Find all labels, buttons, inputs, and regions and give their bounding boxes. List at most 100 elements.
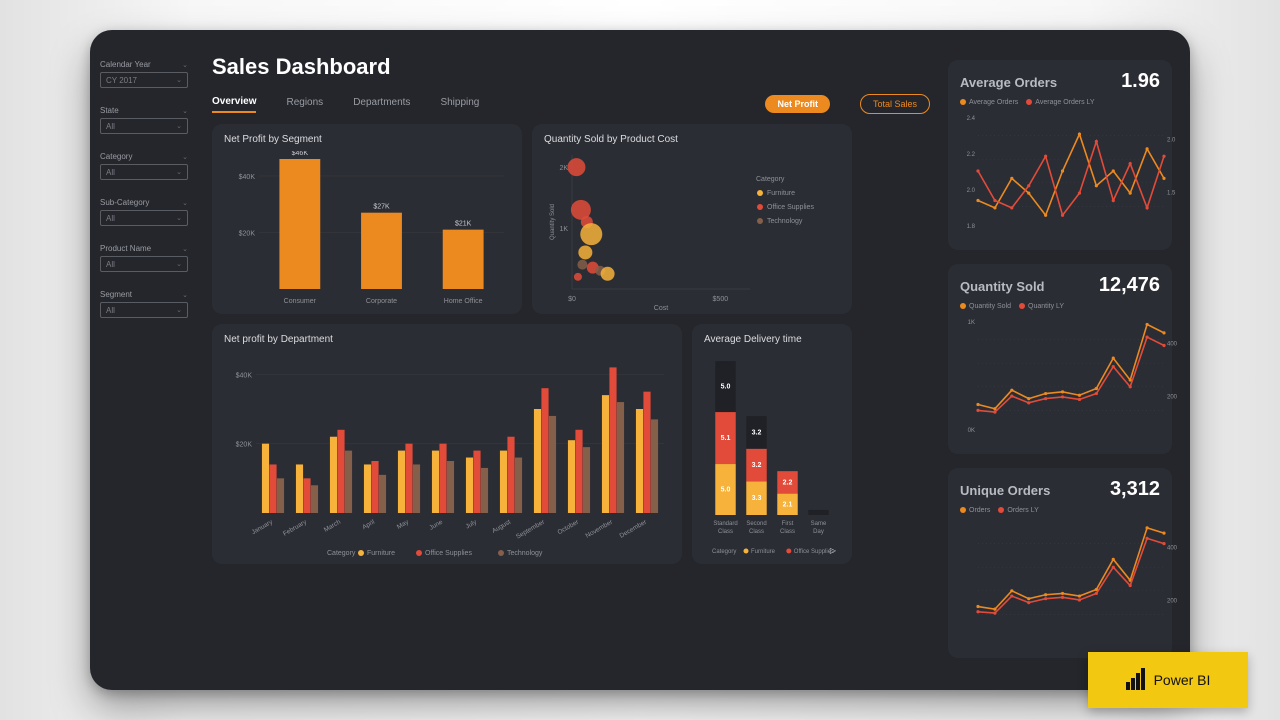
svg-text:August: August (491, 519, 512, 535)
card-net-profit-segment: Net Profit by Segment $20K$40K$46KConsum… (212, 124, 522, 314)
filter-dropdown[interactable]: CY 2017⌄ (100, 72, 188, 88)
svg-text:$20K: $20K (236, 442, 253, 449)
svg-text:January: January (250, 518, 274, 536)
svg-text:$27K: $27K (373, 204, 390, 211)
card-quantity-product-cost: Quantity Sold by Product Cost 1K 2K $0 $500… (532, 124, 852, 314)
stacked-bar-chart: 5.05.15.0StandardClass3.33.23.2SecondCla… (704, 351, 840, 559)
filter-label: Segment⌄ (100, 290, 188, 299)
svg-text:2.2: 2.2 (783, 479, 793, 486)
svg-text:200: 200 (1167, 395, 1178, 401)
kpi-title: Unique Orders (960, 483, 1050, 498)
tabs-row: Overview Regions Departments Shipping Net Pr… (212, 94, 930, 114)
svg-text:1K: 1K (559, 226, 568, 233)
filter-dropdown[interactable]: All⌄ (100, 302, 188, 318)
chevron-down-icon: ⌄ (182, 107, 188, 115)
chevron-down-icon: ⌄ (176, 260, 182, 268)
kpi-sparkline: 2.42.22.01.82.01.5 (960, 106, 1182, 236)
chevron-down-icon: ⌄ (182, 291, 188, 299)
filter-dropdown[interactable]: All⌄ (100, 256, 188, 272)
svg-text:Category: Category (712, 549, 736, 555)
svg-text:Day: Day (813, 529, 824, 535)
svg-text:400: 400 (1167, 342, 1178, 348)
svg-text:Quantity Sold: Quantity Sold (550, 204, 556, 240)
main-area: Sales Dashboard Overview Regions Departmen… (198, 30, 938, 690)
svg-text:400: 400 (1167, 546, 1178, 552)
svg-text:$20K: $20K (239, 230, 256, 237)
tab-overview[interactable]: Overview (212, 96, 256, 113)
chevron-down-icon: ⌄ (176, 168, 182, 176)
kpi-legend: Average OrdersAverage Orders LY (960, 99, 1160, 106)
svg-text:Technology: Technology (507, 550, 543, 557)
powerbi-label: Power BI (1154, 672, 1211, 688)
chevron-down-icon: ⌄ (182, 199, 188, 207)
svg-text:2.1: 2.1 (783, 501, 793, 508)
svg-text:$0: $0 (568, 296, 576, 303)
kpi-title: Average Orders (960, 75, 1057, 90)
svg-text:$46K: $46K (292, 151, 309, 157)
svg-text:Furniture: Furniture (751, 549, 776, 555)
kpi-card: Average Orders1.96 Average OrdersAverage… (948, 60, 1172, 250)
svg-text:2K: 2K (559, 165, 568, 172)
svg-text:1K: 1K (968, 320, 975, 326)
svg-text:Cost: Cost (654, 305, 668, 311)
svg-text:3.3: 3.3 (752, 495, 762, 502)
filter-dropdown[interactable]: All⌄ (100, 210, 188, 226)
chevron-down-icon: ⌄ (176, 214, 182, 222)
grouped-bar-chart: $20K$40KJanuaryFebruaryMarchAprilMayJune… (224, 351, 670, 559)
svg-text:3.2: 3.2 (752, 429, 762, 436)
svg-text:July: July (464, 518, 478, 530)
page-title: Sales Dashboard (212, 54, 930, 80)
svg-text:First: First (782, 521, 794, 527)
tab-regions[interactable]: Regions (286, 97, 323, 112)
svg-text:3.2: 3.2 (752, 462, 762, 469)
svg-text:Office Supplies: Office Supplies (794, 549, 834, 555)
tab-shipping[interactable]: Shipping (440, 97, 479, 112)
toggle-net-profit[interactable]: Net Profit (765, 95, 830, 113)
svg-text:5.1: 5.1 (721, 435, 731, 442)
kpi-column: Average Orders1.96 Average OrdersAverage… (938, 30, 1190, 690)
svg-text:Same: Same (811, 521, 827, 527)
filter-label: Product Name⌄ (100, 244, 188, 253)
scatter-chart: 1K 2K $0 $500 Cost Quantity Sold Category Furni… (544, 151, 840, 311)
card-title: Average Delivery time (704, 334, 840, 345)
svg-text:$40K: $40K (239, 174, 256, 181)
filters-sidebar: Calendar Year⌄ CY 2017⌄State⌄ All⌄Catego… (90, 30, 198, 690)
svg-text:2.0: 2.0 (967, 188, 976, 194)
filter-dropdown[interactable]: All⌄ (100, 164, 188, 180)
svg-text:Technology: Technology (767, 218, 803, 225)
toggle-total-sales[interactable]: Total Sales (860, 94, 930, 114)
card-title: Net Profit by Segment (224, 134, 510, 145)
powerbi-icon (1126, 668, 1146, 692)
kpi-card: Unique Orders3,312 OrdersOrders LY 40020… (948, 468, 1172, 658)
svg-text:December: December (619, 518, 649, 539)
svg-text:Category: Category (327, 550, 356, 557)
svg-text:1.8: 1.8 (967, 224, 976, 230)
kpi-card: Quantity Sold12,476 Quantity SoldQuantit… (948, 264, 1172, 454)
svg-text:200: 200 (1167, 599, 1178, 605)
tab-departments[interactable]: Departments (353, 97, 410, 112)
svg-text:Second: Second (746, 521, 766, 527)
filter-label: Sub-Category⌄ (100, 198, 188, 207)
svg-text:October: October (556, 518, 580, 536)
card-title: Quantity Sold by Product Cost (544, 134, 840, 145)
filter-label: Calendar Year⌄ (100, 60, 188, 69)
chevron-down-icon: ⌄ (182, 61, 188, 69)
svg-text:$500: $500 (713, 296, 729, 303)
card-title: Net profit by Department (224, 334, 670, 345)
svg-text:Furniture: Furniture (367, 550, 395, 557)
svg-text:$21K: $21K (455, 221, 472, 228)
svg-text:February: February (282, 518, 309, 537)
chevron-down-icon: ⌄ (176, 76, 182, 84)
svg-text:Class: Class (780, 529, 795, 535)
kpi-legend: OrdersOrders LY (960, 507, 1160, 514)
svg-text:June: June (428, 518, 444, 531)
svg-text:5.0: 5.0 (721, 384, 731, 391)
powerbi-badge: Power BI (1088, 652, 1248, 708)
svg-text:Category: Category (756, 176, 785, 183)
kpi-title: Quantity Sold (960, 279, 1045, 294)
svg-text:April: April (361, 518, 376, 531)
filter-dropdown[interactable]: All⌄ (100, 118, 188, 134)
svg-text:0K: 0K (968, 428, 975, 434)
svg-text:Furniture: Furniture (767, 190, 795, 197)
svg-text:2.2: 2.2 (967, 152, 976, 158)
